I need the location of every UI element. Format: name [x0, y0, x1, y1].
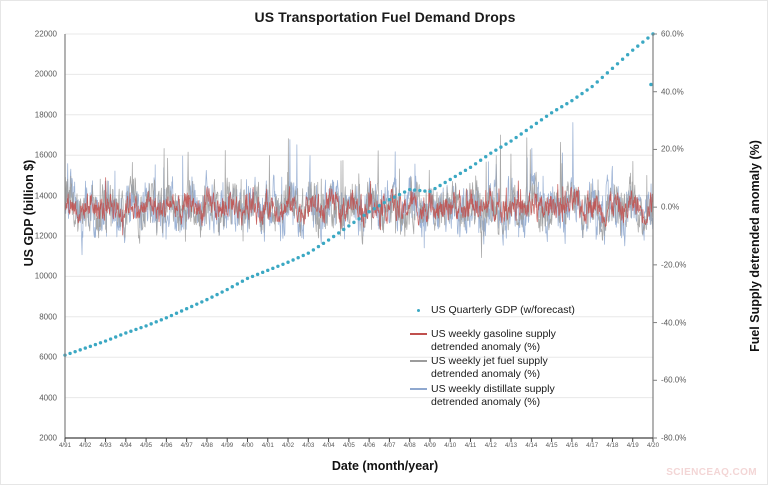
x-axis-tick-label: 4/10 — [444, 442, 457, 449]
x-axis-tick-label: 4/07 — [383, 442, 396, 449]
x-axis-tick-label: 4/15 — [545, 442, 558, 449]
y-axis-left-tick-label: 6000 — [39, 352, 57, 362]
legend-item-gdp[interactable]: US Quarterly GDP (w/forecast) — [409, 304, 629, 317]
y-axis-right-tick-label: 0.0% — [661, 202, 680, 212]
x-axis-tick-label: 4/03 — [302, 442, 315, 449]
legend-item-jetfuel[interactable]: US weekly jet fuel supply detrended anom… — [409, 355, 629, 381]
legend-label-distillate-line1: US weekly distillate supply — [431, 382, 555, 395]
x-axis-tick-label: 4/12 — [484, 442, 497, 449]
x-axis-tick-label: 4/99 — [221, 442, 234, 449]
x-axis-tick-label: 4/02 — [282, 442, 295, 449]
x-axis-tick-label: 4/06 — [363, 442, 376, 449]
y-axis-left-tick-label: 14000 — [34, 191, 57, 201]
legend-label-jetfuel-line1: US weekly jet fuel supply — [431, 355, 548, 368]
legend-label-gasoline-line1: US weekly gasoline supply — [431, 327, 556, 340]
legend-item-gasoline[interactable]: US weekly gasoline supply detrended anom… — [409, 328, 629, 354]
x-axis-tick-label: 4/11 — [464, 442, 477, 449]
y-axis-left-tick-label: 18000 — [34, 110, 57, 120]
gdp-outlier-marker — [649, 82, 653, 87]
jetfuel-line-icon — [409, 355, 431, 367]
y-axis-left-tick-label: 16000 — [34, 150, 57, 160]
gasoline-series-path — [64, 177, 654, 352]
x-axis-tick-label: 4/04 — [322, 442, 335, 449]
y-axis-left-tick-label: 2000 — [39, 433, 57, 443]
x-axis-tick-label: 4/18 — [606, 442, 619, 449]
x-axis-tick-label: 4/92 — [79, 442, 92, 449]
y-axis-right-title: Fuel Supply detrended anomaly (%) — [748, 140, 762, 352]
x-axis-tick-label: 4/09 — [423, 442, 436, 449]
legend-label-jetfuel-line2: detrended anomaly (%) — [431, 368, 541, 381]
x-axis-tick-label: 4/14 — [525, 442, 538, 449]
y-axis-right-tick-label: -20.0% — [661, 260, 687, 270]
x-axis-title: Date (month/year) — [331, 459, 439, 473]
x-axis-tick-label: 4/91 — [58, 442, 72, 449]
gasoline-line-icon — [409, 328, 431, 340]
y-axis-left-tick-label: 8000 — [39, 312, 57, 322]
legend-item-distillate[interactable]: US weekly distillate supply detrended an… — [409, 383, 629, 409]
x-axis-tick-label: 4/97 — [180, 442, 193, 449]
x-axis-tick-label: 4/93 — [99, 442, 112, 449]
y-axis-left-tick-label: 20000 — [34, 69, 57, 79]
legend-label-gdp: US Quarterly GDP (w/forecast) — [431, 304, 575, 316]
y-axis-left-tick-label: 22000 — [34, 29, 57, 39]
plot-area — [63, 32, 657, 442]
x-axis-tick-label: 4/98 — [200, 442, 213, 449]
x-axis-tick-label: 4/01 — [261, 442, 274, 449]
chart-title: US Transportation Fuel Demand Drops — [254, 9, 516, 25]
gdp-marker-icon — [409, 304, 431, 316]
y-axis-right-tick-label: -40.0% — [661, 318, 687, 328]
x-axis-tick-label: 4/00 — [241, 442, 254, 449]
x-axis-tick-label: 4/05 — [342, 442, 355, 449]
y-axis-right-tick-label: 20.0% — [661, 144, 684, 154]
legend-label-distillate-line2: detrended anomaly (%) — [431, 395, 541, 408]
legend-label-gasoline-line2: detrended anomaly (%) — [431, 340, 541, 353]
distillate-line-icon — [409, 383, 431, 395]
x-axis-tick-label: 4/20 — [646, 442, 660, 449]
y-axis-left-tick-label: 4000 — [39, 393, 57, 403]
y-axis-left-tick-label: 10000 — [34, 271, 57, 281]
x-axis-tick-label: 4/94 — [119, 442, 132, 449]
y-axis-right-tick-label: -60.0% — [661, 375, 687, 385]
y-axis-left-tick-label: 12000 — [34, 231, 57, 241]
x-axis-tick-label: 4/95 — [140, 442, 153, 449]
y-axis-right-tick-label: -80.0% — [661, 433, 687, 443]
x-axis-tick-label: 4/96 — [160, 442, 173, 449]
distillate-series-path — [64, 122, 654, 294]
gdp-series-markers — [63, 32, 655, 357]
legend-spacer — [409, 319, 629, 328]
x-axis-tick-label: 4/13 — [505, 442, 518, 449]
chart-legend: US Quarterly GDP (w/forecast) US weekly … — [409, 304, 629, 411]
y-axis-right-tick-label: 60.0% — [661, 29, 684, 39]
x-axis-tick-label: 4/17 — [586, 442, 599, 449]
site-watermark: SCIENCEAQ.COM — [666, 467, 757, 478]
y-axis-right-tick-label: 40.0% — [661, 87, 684, 97]
x-axis-tick-label: 4/19 — [626, 442, 639, 449]
x-axis-tick-label: 4/08 — [403, 442, 416, 449]
x-axis-tick-label: 4/16 — [565, 442, 578, 449]
chart-canvas — [63, 32, 657, 442]
